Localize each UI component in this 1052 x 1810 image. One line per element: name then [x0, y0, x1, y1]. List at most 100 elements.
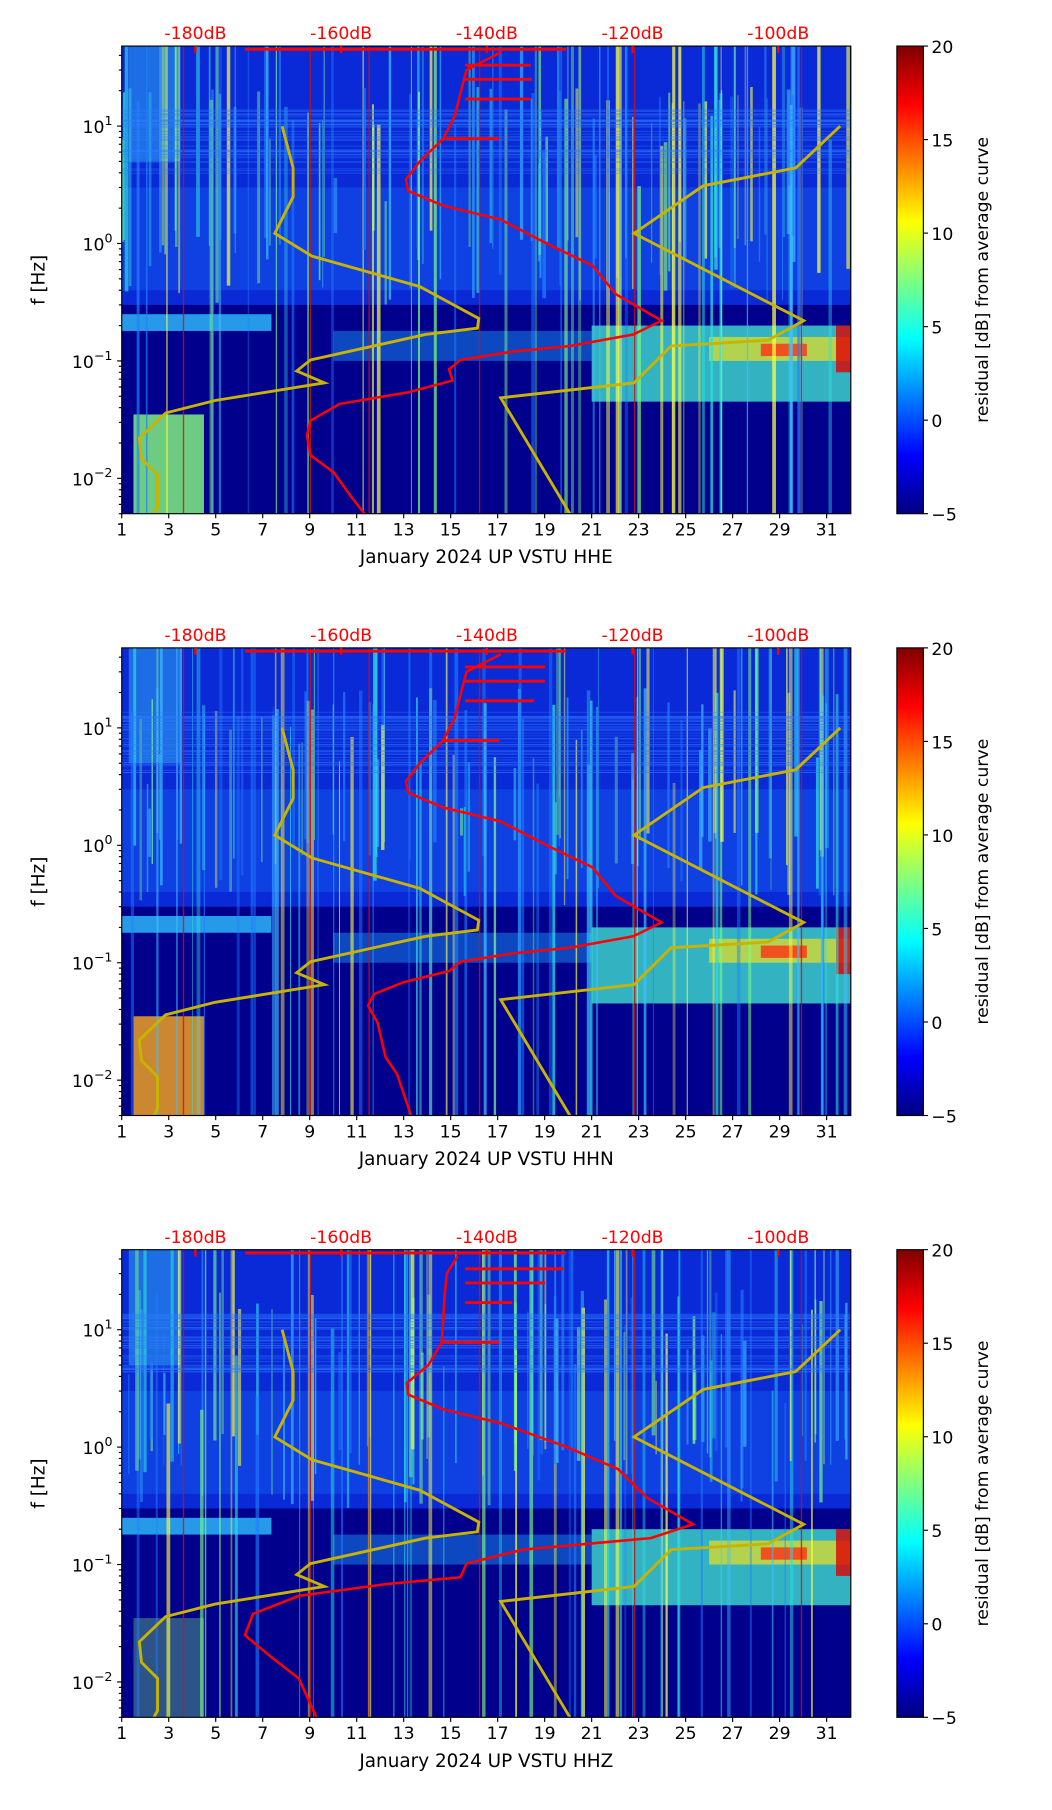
x-axis-label: January 2024 UP VSTU HHN [358, 1149, 614, 1170]
spectrogram-spike-line [309, 46, 312, 514]
spectrogram-streak [637, 186, 641, 514]
spectrogram-streak [815, 757, 819, 889]
spectrogram-striation [121, 153, 851, 155]
x-tick-label: 7 [257, 1724, 268, 1744]
y-tick-base: 10 [82, 1322, 104, 1342]
y-tick-base: 10 [82, 837, 104, 857]
spectrogram-streak [421, 46, 424, 264]
spectrogram-streak [702, 46, 705, 514]
top-axis-tick-label: -100dB [747, 626, 809, 646]
colorbar-tick-label: 5 [931, 920, 942, 940]
top-axis-tick-label: -180dB [164, 24, 226, 44]
spectrogram-striation [121, 763, 851, 765]
spectrogram-striation [121, 716, 851, 718]
colorbar-tick-label: 10 [931, 827, 953, 847]
spectrogram-striation [121, 1327, 851, 1329]
spectrogram-striation [121, 751, 851, 753]
spectrogram-streak [804, 1249, 807, 1461]
x-tick-label: 23 [628, 1724, 650, 1744]
y-tick-label: 10−1 [72, 1551, 113, 1576]
spectrogram-streak [271, 715, 276, 1116]
y-tick-exponent: 1 [104, 715, 112, 730]
spectrogram-striation [121, 119, 851, 121]
spectrogram-streak [196, 46, 200, 237]
spectrogram-streak [615, 1249, 620, 1718]
spectrogram-streak [429, 647, 433, 1116]
spectrogram-striation [121, 726, 851, 728]
spectrogram-streak [489, 88, 493, 244]
spectrogram-streak [409, 1249, 413, 1478]
y-tick-base: 10 [72, 1072, 94, 1092]
spectrogram-striation [121, 728, 851, 730]
spectrogram-microseism-region [121, 1391, 851, 1494]
spectrogram-streak [539, 1249, 543, 1441]
spectrogram-streak [140, 1309, 143, 1502]
spectrogram-streak [203, 713, 205, 1116]
spectrogram-spike-line [182, 647, 185, 1116]
spectrogram-striation [121, 161, 851, 163]
spectrogram-streak [201, 1249, 204, 1496]
spectrogram-streak [580, 729, 583, 869]
spectrogram-streak [825, 703, 827, 1116]
spectrogram-striation [121, 744, 851, 745]
spectrogram-streak [632, 779, 634, 1116]
spectrogram-streak [579, 46, 581, 301]
spectrogram-striation [121, 711, 851, 713]
average-psd-curve [366, 653, 665, 1116]
x-tick-label: 1 [116, 1724, 127, 1744]
spectrogram-streak [513, 767, 517, 841]
spectrogram [121, 1249, 851, 1718]
spectrogram-striation [121, 1371, 851, 1372]
spectrogram-spike-line [800, 647, 803, 1116]
spectrogram-streak [586, 764, 591, 1116]
x-tick-label: 9 [304, 1122, 315, 1142]
spectrogram-striation [121, 730, 851, 732]
spectrogram-streak [719, 93, 723, 514]
spectrogram-striation [121, 154, 851, 156]
top-axis-tick-label: -180dB [164, 1228, 226, 1248]
y-tick-label: 10−2 [72, 1669, 113, 1694]
spectrogram-streak [226, 46, 231, 286]
x-tick-label: 29 [769, 1724, 791, 1744]
spectrogram-streak [406, 1249, 409, 1718]
spectrogram-streak [575, 88, 579, 238]
spectrogram-striation [121, 720, 851, 722]
spectrogram-streak [519, 46, 524, 240]
spectrogram-streak [376, 759, 380, 847]
spectrogram-striation [121, 1346, 851, 1348]
spectrogram-striation [121, 1368, 851, 1370]
spectrogram-streak [624, 1324, 627, 1718]
spectrogram-streak [234, 1355, 238, 1718]
x-tick-label: 3 [163, 1724, 174, 1744]
spectrogram-streak [623, 1331, 626, 1461]
spectrogram-streak [266, 46, 269, 260]
y-tick-exponent: 1 [104, 113, 112, 128]
spectrogram-streak [556, 647, 560, 835]
spectrogram-streak [531, 92, 535, 514]
spectrogram-striation [121, 717, 851, 719]
spectrogram-streak [692, 1316, 696, 1444]
spectrogram-streak [433, 46, 437, 514]
spectrogram-streak [537, 1249, 540, 1481]
spectrogram-streak [538, 164, 540, 262]
spectrogram-streak [843, 647, 848, 1116]
spectrogram-streak [221, 1249, 224, 1435]
spectrogram-streak [410, 46, 412, 514]
spectrogram-streak [341, 1249, 343, 1718]
spectrogram-streak [618, 46, 622, 514]
colorbar-tick-label: 20 [931, 38, 953, 58]
spectrogram-streak [730, 96, 734, 289]
top-axis-tick-label: -140dB [456, 1228, 518, 1248]
spectrogram-striation [121, 762, 851, 763]
spectrogram-streak [429, 46, 433, 231]
spectrogram-microseism-region [121, 187, 851, 291]
spectrogram-streak [156, 687, 159, 1116]
spectrogram-striation [121, 1316, 851, 1318]
spectrogram-streak [513, 1249, 517, 1471]
spectrogram-streak [135, 1249, 139, 1471]
spectrogram-streak [593, 155, 597, 259]
spectrogram-streak [606, 1249, 610, 1718]
y-tick-base: 10 [72, 1556, 94, 1576]
spectrogram-streak [163, 1373, 166, 1436]
x-tick-label: 5 [210, 1724, 221, 1744]
